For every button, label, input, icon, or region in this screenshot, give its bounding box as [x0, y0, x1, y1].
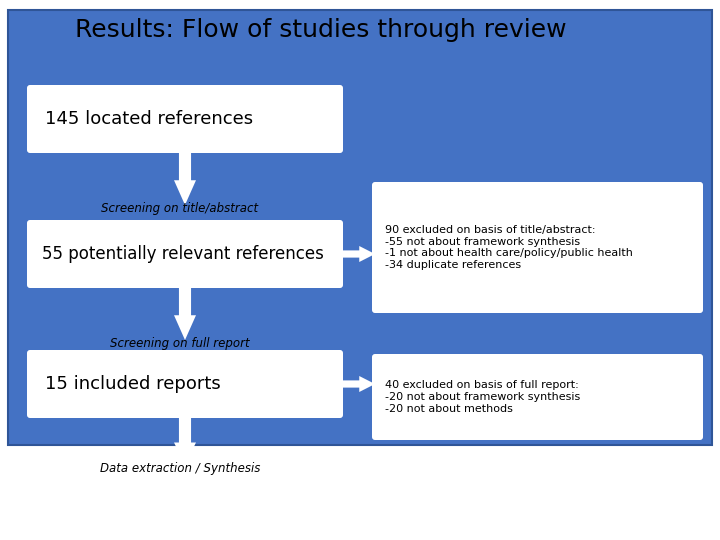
- Text: Results: Flow of studies through review: Results: Flow of studies through review: [75, 18, 567, 42]
- Bar: [8, 10, 712, 445]
- Polygon shape: [174, 285, 196, 340]
- Text: 145 located references: 145 located references: [45, 110, 253, 128]
- Text: Data extraction / Synthesis: Data extraction / Synthesis: [100, 462, 260, 475]
- FancyBboxPatch shape: [372, 354, 703, 440]
- FancyBboxPatch shape: [27, 85, 343, 153]
- Text: Screening on title/abstract: Screening on title/abstract: [102, 202, 258, 215]
- Polygon shape: [174, 150, 196, 205]
- Polygon shape: [174, 415, 196, 465]
- Text: Screening on full report: Screening on full report: [110, 337, 250, 350]
- Polygon shape: [340, 376, 375, 392]
- Text: 90 excluded on basis of title/abstract:
-55 not about framework synthesis
-1 not: 90 excluded on basis of title/abstract: …: [385, 225, 633, 270]
- FancyBboxPatch shape: [27, 220, 343, 288]
- FancyBboxPatch shape: [27, 350, 343, 418]
- Polygon shape: [340, 246, 375, 262]
- FancyBboxPatch shape: [372, 182, 703, 313]
- Text: 15 included reports: 15 included reports: [45, 375, 221, 393]
- Text: 55 potentially relevant references: 55 potentially relevant references: [42, 245, 324, 263]
- Text: 40 excluded on basis of full report:
-20 not about framework synthesis
-20 not a: 40 excluded on basis of full report: -20…: [385, 380, 580, 414]
